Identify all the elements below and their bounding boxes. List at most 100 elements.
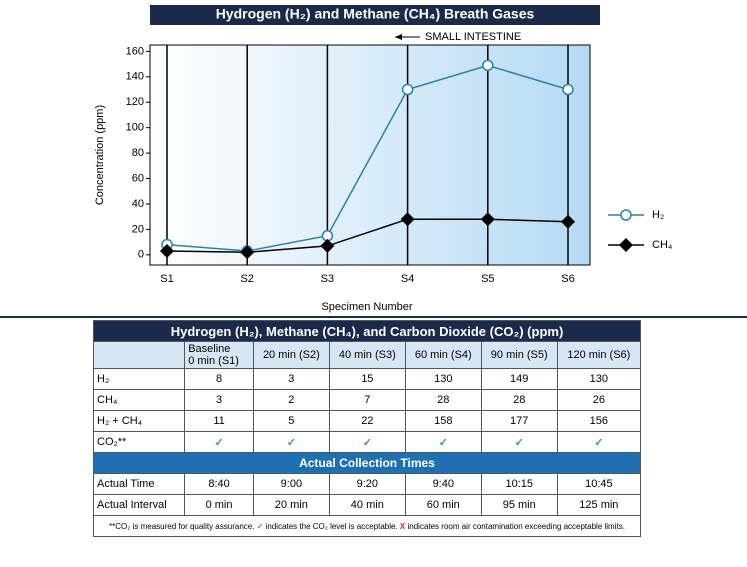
table-cell: 2 bbox=[252, 389, 330, 411]
table-row: Actual Time 8:40 9:00 9:20 9:40 10:15 10:45 bbox=[92, 473, 642, 495]
point bbox=[562, 83, 574, 96]
table-cell: **CO₂ is measured for quality assurance.… bbox=[93, 515, 641, 537]
table-cell: 8 bbox=[184, 368, 254, 390]
point bbox=[482, 59, 494, 72]
x-axis-label: Specimen Number bbox=[321, 301, 412, 313]
title-bar bbox=[150, 5, 600, 25]
table-cell: ✓ bbox=[252, 431, 330, 453]
table-cell: 130 bbox=[556, 368, 642, 390]
y-tick-label: 60 bbox=[132, 172, 144, 184]
table-row: H₂ + CH₄ 11 5 22 158 177 156 bbox=[92, 410, 642, 432]
x-tick-label: S6 bbox=[561, 273, 574, 285]
table-cell: 95 min bbox=[480, 494, 558, 516]
table-cell: ✓ bbox=[184, 431, 254, 453]
table-cell: 7 bbox=[328, 389, 406, 411]
table-cell: Actual Time bbox=[92, 473, 186, 495]
y-axis-label: Concentration (ppm) bbox=[94, 105, 106, 205]
table-cell: Baseline 0 min (S1) bbox=[184, 341, 254, 369]
table-cell: 28 bbox=[404, 389, 482, 411]
table-cell: 9:40 bbox=[404, 473, 482, 495]
x-tick-label: S1 bbox=[160, 273, 173, 285]
note-text: X bbox=[399, 521, 406, 531]
y-tick-label: 140 bbox=[126, 71, 144, 83]
table-cell: Actual Collection Times bbox=[93, 452, 641, 474]
table-cell: 20 min bbox=[252, 494, 330, 516]
x-tick-label: S3 bbox=[321, 273, 334, 285]
table-cell: 90 min (S5) bbox=[480, 341, 558, 369]
table-cell: 10:15 bbox=[480, 473, 558, 495]
table-cell: 158 bbox=[404, 410, 482, 432]
legend-label: H₂ bbox=[652, 209, 664, 221]
point bbox=[160, 244, 174, 259]
table-row: Actual Interval 0 min 20 min 40 min 60 min 95… bbox=[92, 494, 642, 516]
chart-title: Hydrogen (H₂) and Methane (CH₄) Breath G… bbox=[216, 6, 535, 22]
table-row: Actual Collection Times bbox=[93, 452, 641, 474]
y-tick-label: 120 bbox=[126, 96, 144, 108]
table-cell: CO₂** bbox=[92, 431, 186, 453]
table-cell: H₂ + CH₄ bbox=[92, 410, 186, 432]
annotation: SMALL INTESTINE bbox=[425, 31, 521, 43]
table-cell: 26 bbox=[556, 389, 642, 411]
table-cell: 3 bbox=[184, 389, 254, 411]
table-cell: 0 min bbox=[184, 494, 254, 516]
table-cell: 11 bbox=[184, 410, 254, 432]
point bbox=[320, 238, 335, 253]
table-cell: 149 bbox=[480, 368, 558, 390]
note-text: **CO₂ is measured for quality assurance. bbox=[109, 521, 255, 531]
point bbox=[400, 212, 415, 227]
table-cell: 3 bbox=[252, 368, 330, 390]
table-cell: 120 min (S6) bbox=[556, 341, 642, 369]
table-cell: 9:20 bbox=[328, 473, 406, 495]
table-cell: ✓ bbox=[404, 431, 482, 453]
table-cell: 20 min (S2) bbox=[252, 341, 330, 369]
table-cell: 22 bbox=[328, 410, 406, 432]
table-cell bbox=[92, 341, 186, 369]
chart: Hydrogen (H₂) and Methane (CH₄) Breath G… bbox=[0, 5, 747, 318]
table-cell: 60 min (S4) bbox=[404, 341, 482, 369]
x-tick-label: S2 bbox=[240, 273, 253, 285]
table-cell: 125 min bbox=[556, 494, 642, 516]
y-tick-label: 160 bbox=[126, 45, 144, 57]
table-row: CH₄ 3 2 7 28 28 26 bbox=[92, 389, 642, 411]
y-tick-label: 40 bbox=[132, 198, 144, 210]
arrow-head bbox=[395, 34, 402, 40]
table-cell: ✓ bbox=[556, 431, 642, 453]
table-row: **CO₂ is measured for quality assurance.… bbox=[93, 515, 641, 537]
table-cell: 5 bbox=[252, 410, 330, 432]
table-cell: 177 bbox=[480, 410, 558, 432]
y-tick-label: 0 bbox=[138, 249, 144, 261]
table-cell: 10:45 bbox=[556, 473, 642, 495]
note-text: indicates room air contamination exceedi… bbox=[407, 521, 625, 531]
y-tick-label: 100 bbox=[126, 122, 144, 134]
table-cell: ✓ bbox=[480, 431, 558, 453]
table-cell: CH₄ bbox=[92, 389, 186, 411]
plot-area bbox=[149, 44, 591, 266]
table-row: Baseline 0 min (S1) 20 min (S2) 40 min (S3… bbox=[92, 341, 642, 369]
table-row: Hydrogen (H₂), Methane (CH₄), and Carbon… bbox=[93, 320, 641, 342]
table-cell: 9:00 bbox=[252, 473, 330, 495]
data-table: Hydrogen (H₂), Methane (CH₄), and Carbon… bbox=[92, 320, 642, 537]
table-cell: H₂ bbox=[92, 368, 186, 390]
table-cell: 130 bbox=[404, 368, 482, 390]
table-row: H₂ 8 3 15 130 149 130 bbox=[92, 368, 642, 390]
table-cell: 28 bbox=[480, 389, 558, 411]
note-text: indicates the CO₂ level is acceptable. bbox=[265, 521, 398, 531]
y-tick-label: 80 bbox=[132, 147, 144, 159]
table-cell: Hydrogen (H₂), Methane (CH₄), and Carbon… bbox=[93, 320, 641, 342]
point bbox=[480, 212, 495, 227]
point bbox=[401, 83, 414, 96]
table-cell: Actual Interval bbox=[92, 494, 186, 516]
table-cell: 40 min bbox=[328, 494, 406, 516]
point bbox=[561, 214, 575, 229]
point bbox=[240, 245, 255, 260]
table-row: CO₂** ✓ ✓ ✓ ✓ ✓ ✓ bbox=[92, 431, 642, 453]
y-tick-label: 20 bbox=[132, 223, 144, 235]
legend-marker bbox=[619, 238, 633, 252]
series-line bbox=[166, 218, 569, 254]
series-line bbox=[166, 64, 569, 252]
table-cell: 156 bbox=[556, 410, 642, 432]
table-cell: 8:40 bbox=[184, 473, 254, 495]
legend-marker bbox=[620, 209, 632, 221]
x-tick-label: S5 bbox=[481, 273, 494, 285]
